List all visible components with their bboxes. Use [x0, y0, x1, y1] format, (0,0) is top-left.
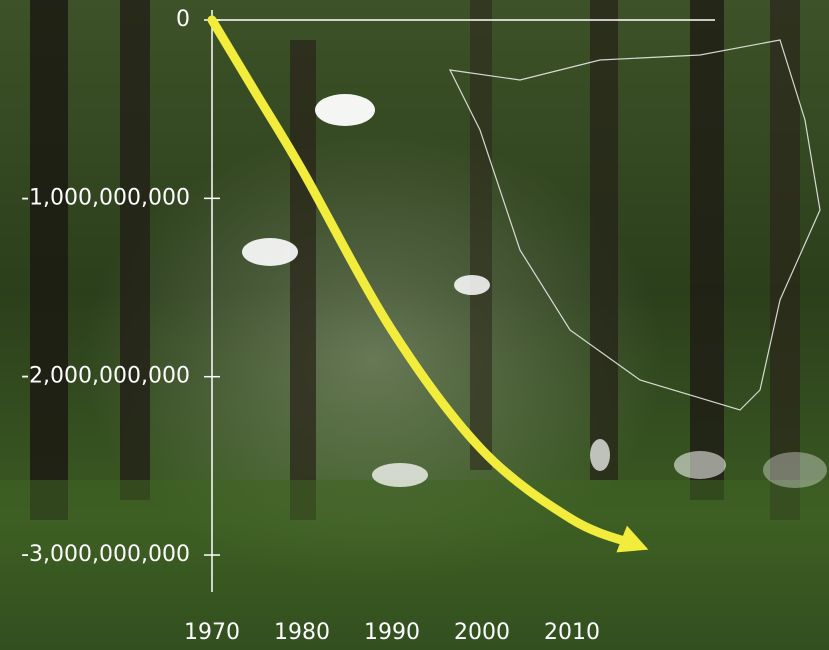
y-tick-label: -1,000,000,000 [21, 185, 190, 210]
x-tick-label: 1980 [274, 620, 330, 645]
x-tick-label: 1990 [364, 620, 420, 645]
y-tick-label: -3,000,000,000 [21, 542, 190, 567]
y-tick-label: -2,000,000,000 [21, 364, 190, 389]
x-tick-label: 1970 [184, 620, 240, 645]
x-tick-label: 2010 [544, 620, 600, 645]
y-tick-label: 0 [176, 7, 190, 32]
x-tick-label: 2000 [454, 620, 510, 645]
decline-line [207, 15, 649, 553]
